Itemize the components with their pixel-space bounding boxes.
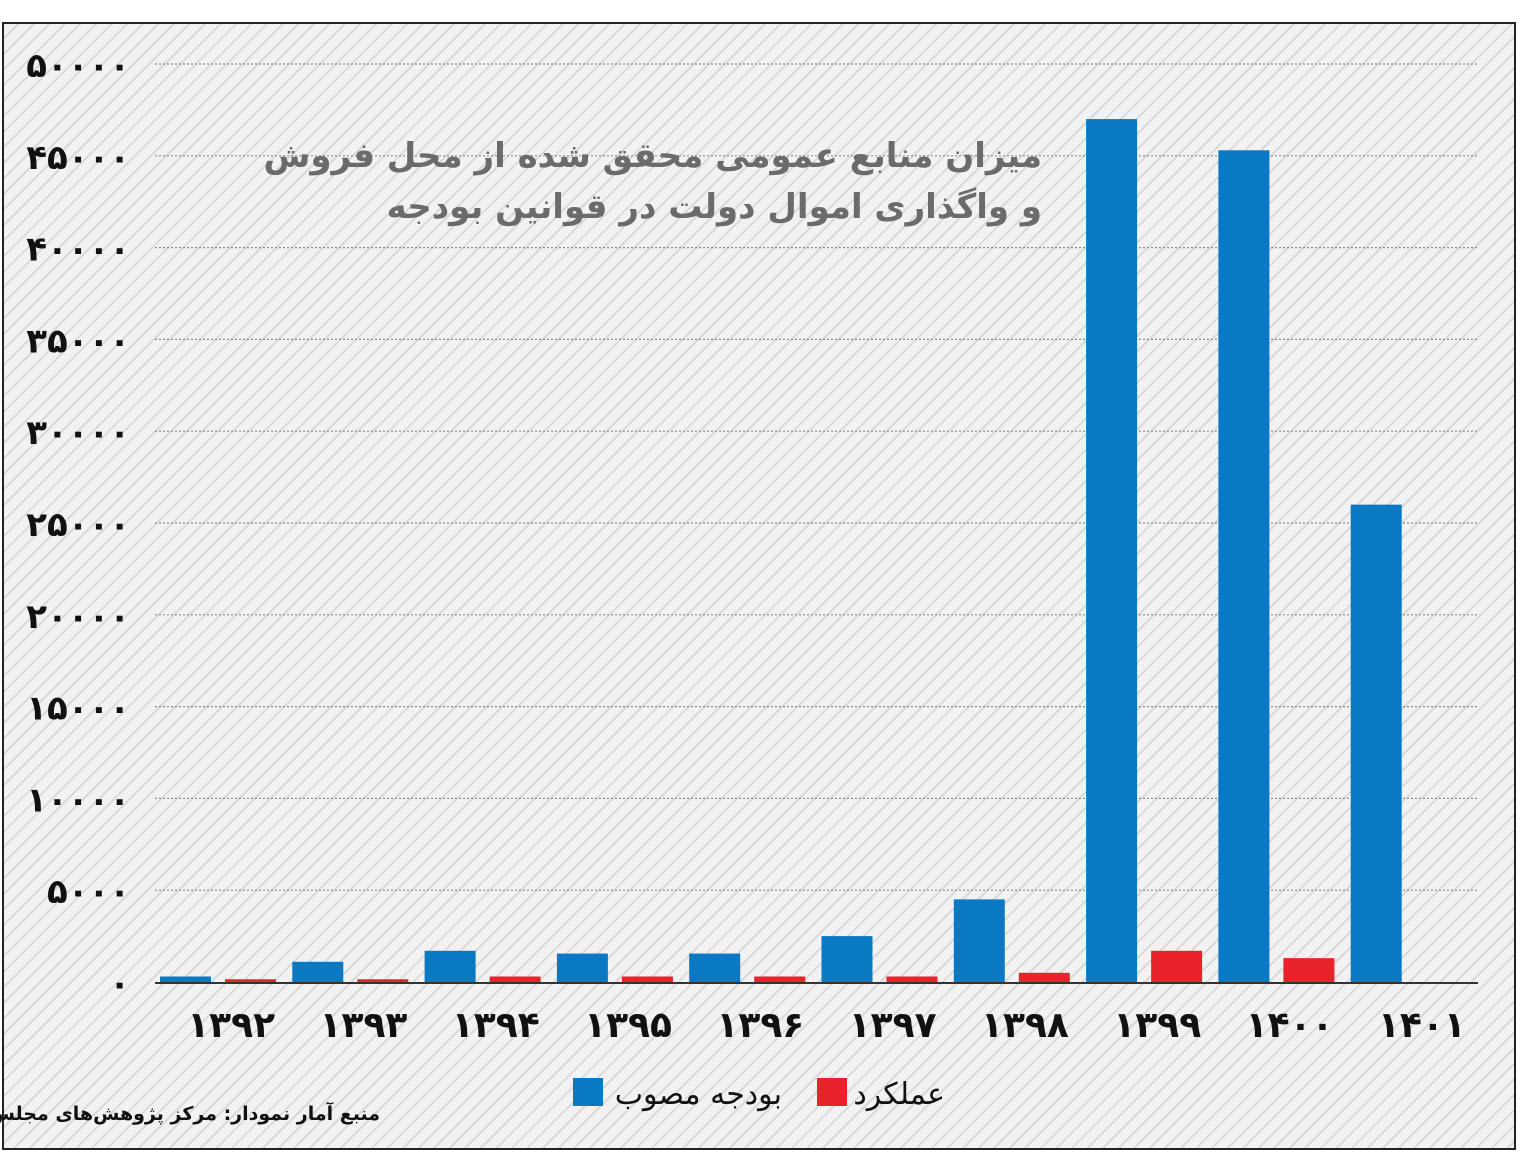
bar-performance	[1018, 972, 1070, 982]
y-tick-label: ۰	[109, 964, 130, 1004]
x-axis-ticks: ۱۳۹۲ ۱۳۹۳ ۱۳۹۴ ۱۳۹۵ ۱۳۹۶ ۱۳۹۷ ۱۳۹۸ ۱۳۹۹ ۱۴۰۰ ۱۴۰۱	[187, 1005, 1466, 1046]
y-axis-ticks: ۰ ۵۰۰۰ ۱۰۰۰۰ ۱۵۰۰۰ ۲۰۰۰۰ ۲۵۰۰۰ ۳۰۰۰۰ ۳۵۰۰۰ ۴۰۰۰۰…	[26, 46, 130, 1004]
x-tick-label: ۱۳۹۴	[452, 1005, 540, 1046]
y-tick-label: ۲۰۰۰۰	[26, 597, 130, 637]
chart-title-line-2: و واگذاری اموال دولت در قوانین بودجه	[387, 187, 1042, 227]
bar-approved-budget	[1218, 150, 1270, 983]
y-tick-label: ۳۰۰۰۰	[26, 413, 130, 453]
x-tick-label: ۱۳۹۳	[320, 1005, 408, 1046]
y-tick-label: ۵۰۰۰	[47, 872, 130, 912]
y-tick-label: ۴۵۰۰۰	[26, 138, 130, 178]
bar-approved-budget	[1350, 504, 1402, 982]
legend-label-performance: عملکرد	[853, 1077, 945, 1112]
y-tick-label: ۳۵۰۰۰	[26, 321, 130, 361]
x-tick-label: ۱۳۹۶	[716, 1005, 804, 1046]
bar-approved-budget	[689, 953, 741, 982]
x-tick-label: ۱۴۰۱	[1378, 1005, 1466, 1046]
bar-approved-budget	[953, 899, 1005, 982]
bar-performance	[621, 976, 673, 982]
y-tick-label: ۴۰۰۰۰	[26, 230, 130, 270]
bar-approved-budget	[821, 936, 873, 982]
grid-lines	[155, 63, 1478, 891]
legend-label-approved-budget: بودجه مصوب	[615, 1077, 782, 1112]
y-tick-label: ۱۵۰۰۰	[26, 689, 130, 729]
y-tick-label: ۱۰۰۰۰	[26, 780, 130, 820]
bar-approved-budget	[556, 953, 608, 982]
bar-approved-budget	[1086, 119, 1138, 982]
bar-performance	[1283, 958, 1335, 982]
x-tick-label: ۱۳۹۹	[1113, 1005, 1201, 1046]
x-tick-label: ۱۳۹۲	[187, 1005, 275, 1046]
y-tick-label: ۵۰۰۰۰	[26, 46, 130, 86]
bar-performance	[357, 979, 409, 982]
y-tick-label: ۲۵۰۰۰	[26, 505, 130, 545]
bar-performance	[489, 976, 541, 982]
legend-swatch-approved-budget	[573, 1078, 603, 1106]
bar-performance	[225, 979, 276, 982]
chart-title-line-1: میزان منابع عمومی محقق شده از محل فروش	[264, 136, 1043, 176]
bars	[160, 119, 1402, 983]
bar-approved-budget	[292, 961, 344, 982]
legend: بودجه مصوب عملکرد	[573, 1077, 945, 1112]
source-note: منبع آمار نمودار: مرکز پژوهش‌های مجلس	[0, 1101, 380, 1125]
x-tick-label: ۱۳۹۷	[849, 1005, 937, 1046]
x-tick-label: ۱۳۹۵	[584, 1005, 672, 1046]
x-tick-label: ۱۴۰۰	[1246, 1005, 1334, 1046]
legend-swatch-performance	[817, 1078, 847, 1106]
bar-approved-budget	[160, 976, 211, 982]
bar-performance	[754, 976, 806, 982]
bar-performance	[886, 976, 938, 982]
x-tick-label: ۱۳۹۸	[981, 1005, 1069, 1046]
bar-performance	[1151, 950, 1203, 982]
bar-approved-budget	[424, 950, 476, 982]
